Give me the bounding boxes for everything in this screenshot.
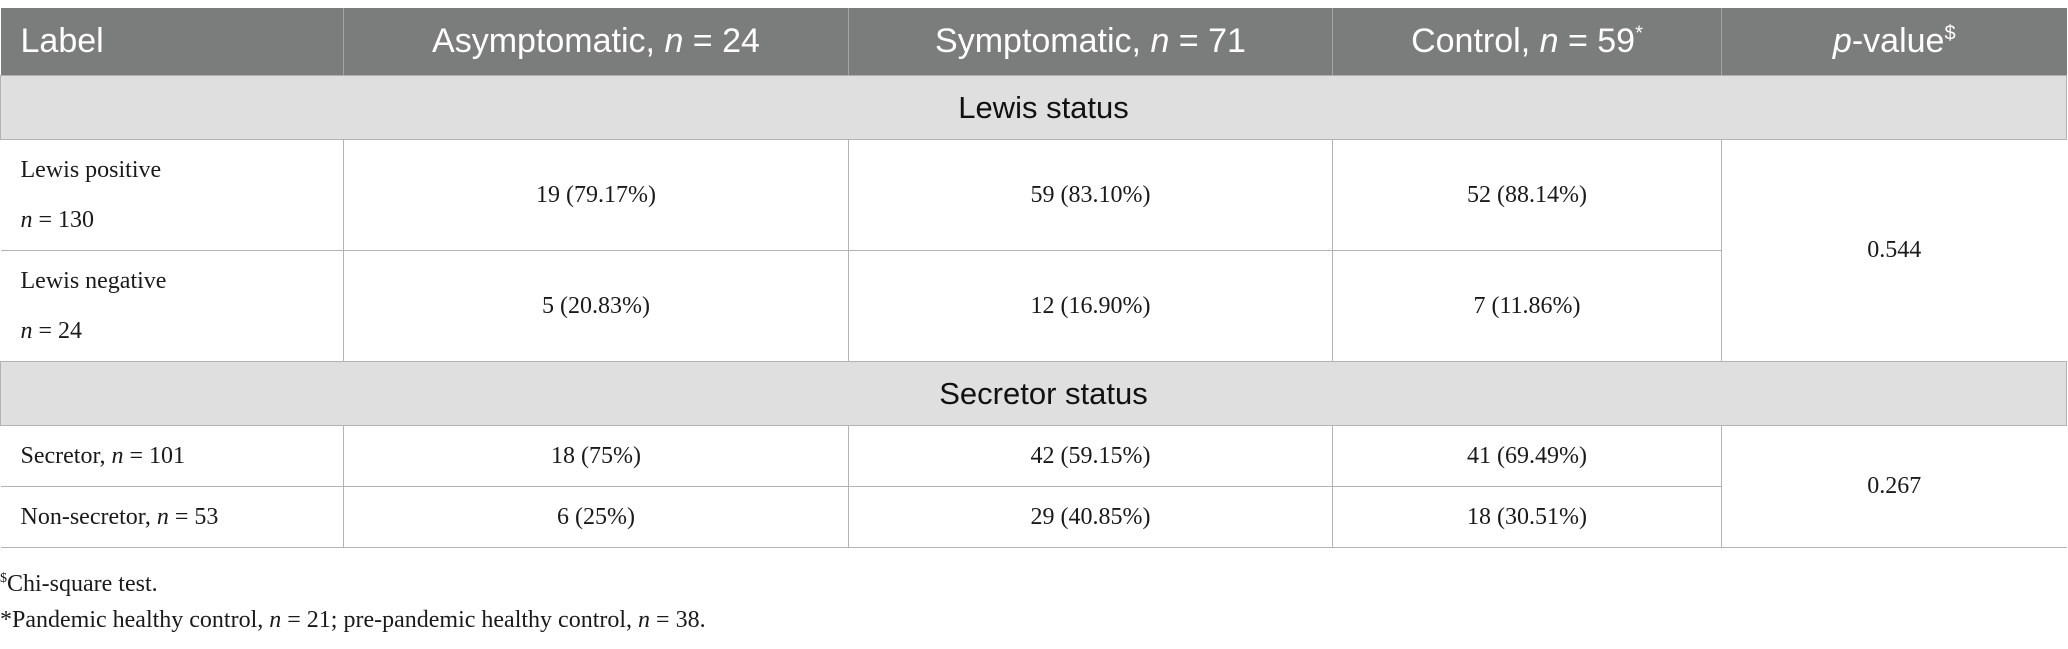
table-row: Secretor, n = 101 18 (75%) 42 (59.15%) 4… bbox=[0, 425, 2067, 548]
header-p-value: p-value$ bbox=[1721, 8, 2067, 76]
cell-asymptomatic: 18 (75%) bbox=[343, 425, 849, 487]
table-row: Non-secretor, n = 53 6 (25%) 29 (40.85%)… bbox=[0, 486, 2067, 548]
row-label-non-secretor: Non-secretor, n = 53 bbox=[0, 486, 344, 548]
cell-p-value-lewis: 0.544 bbox=[1721, 139, 2067, 362]
cell-control: 18 (30.51%) bbox=[1332, 486, 1722, 548]
cell-asymptomatic: 5 (20.83%) bbox=[343, 250, 849, 362]
row-label-lewis-negative: Lewis negative n = 24 bbox=[0, 250, 344, 362]
lewis-secretor-table: Label Asymptomatic, n = 24 Symptomatic, … bbox=[0, 8, 2067, 548]
header-symptomatic: Symptomatic, n = 71 bbox=[848, 8, 1333, 76]
cell-p-value-secretor: 0.267 bbox=[1721, 425, 2067, 548]
cell-symptomatic: 59 (83.10%) bbox=[848, 139, 1333, 251]
row-label-secretor: Secretor, n = 101 bbox=[0, 425, 344, 487]
data-table-container: Label Asymptomatic, n = 24 Symptomatic, … bbox=[0, 8, 2067, 548]
header-asymptomatic: Asymptomatic, n = 24 bbox=[343, 8, 849, 76]
cell-symptomatic: 42 (59.15%) bbox=[848, 425, 1333, 487]
cell-control: 7 (11.86%) bbox=[1332, 250, 1722, 362]
footnote-chi-square: $Chi-square test. bbox=[0, 571, 158, 597]
cell-symptomatic: 12 (16.90%) bbox=[848, 250, 1333, 362]
table-footnotes: $Chi-square test. *Pandemic healthy cont… bbox=[0, 566, 706, 638]
cell-control: 52 (88.14%) bbox=[1332, 139, 1722, 251]
cell-symptomatic: 29 (40.85%) bbox=[848, 486, 1333, 548]
section-row-secretor: Secretor status bbox=[0, 361, 2067, 426]
cell-control: 41 (69.49%) bbox=[1332, 425, 1722, 487]
row-label-lewis-positive: Lewis positive n = 130 bbox=[0, 139, 344, 251]
cell-asymptomatic: 19 (79.17%) bbox=[343, 139, 849, 251]
section-title-lewis: Lewis status bbox=[0, 75, 2067, 140]
footnote-control-groups: *Pandemic healthy control, n = 21; pre-p… bbox=[0, 607, 706, 633]
table-row: Lewis positive n = 130 19 (79.17%) 59 (83… bbox=[0, 139, 2067, 362]
header-label: Label bbox=[0, 8, 344, 76]
header-row: Label Asymptomatic, n = 24 Symptomatic, … bbox=[0, 8, 2067, 76]
section-title-secretor: Secretor status bbox=[0, 361, 2067, 426]
cell-asymptomatic: 6 (25%) bbox=[343, 486, 849, 548]
section-row-lewis: Lewis status bbox=[0, 75, 2067, 140]
header-control: Control, n = 59* bbox=[1332, 8, 1722, 76]
